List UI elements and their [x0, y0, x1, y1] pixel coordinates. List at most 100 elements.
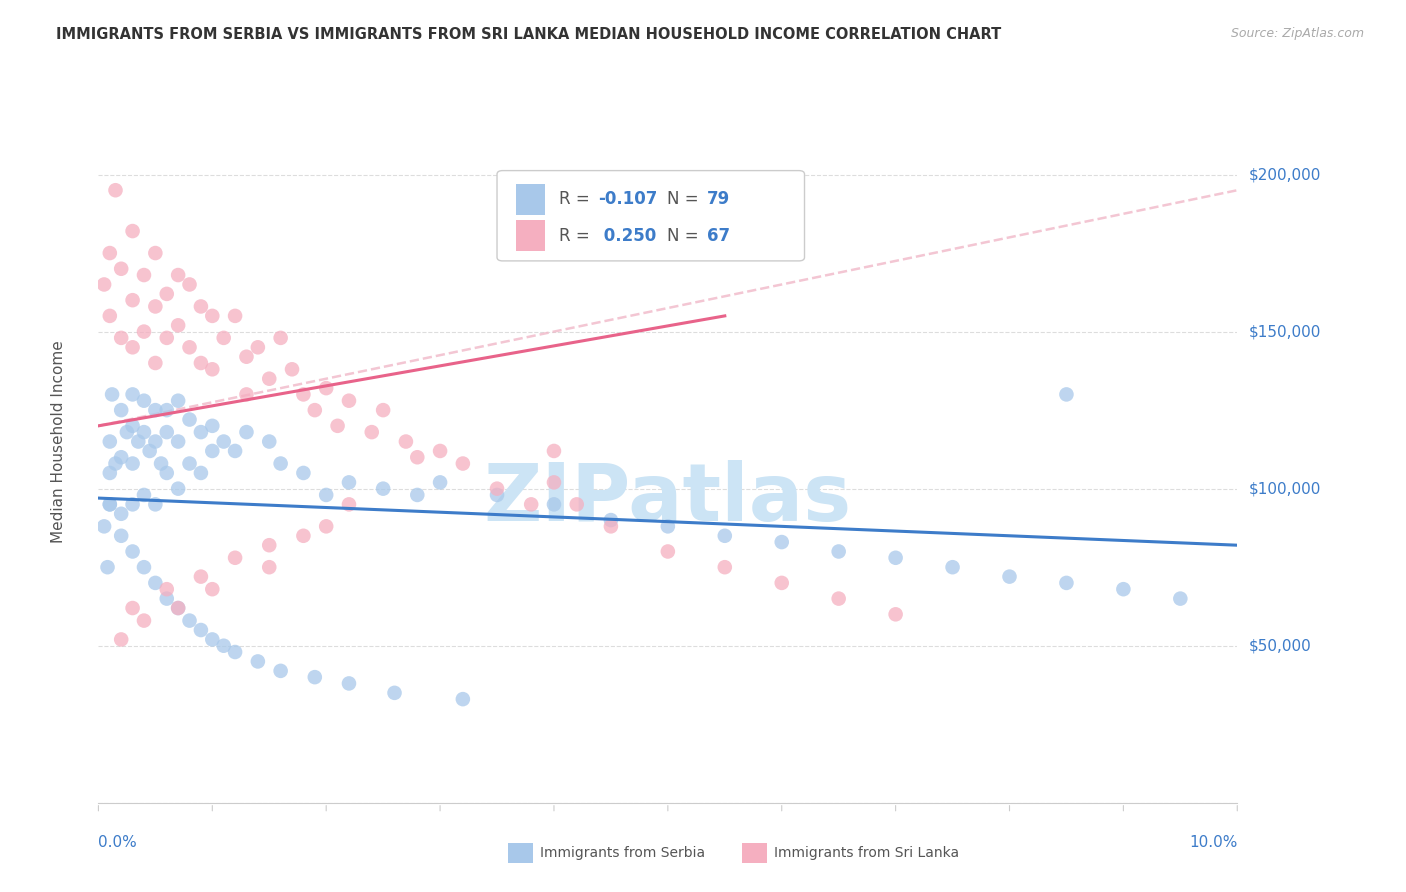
Point: [259, 538, 281, 552]
Point: [246, 655, 269, 669]
Point: [270, 331, 292, 345]
Point: [224, 645, 246, 659]
Point: [104, 183, 127, 197]
Point: [132, 425, 155, 439]
Point: [373, 482, 395, 496]
Point: [212, 434, 235, 449]
Point: [145, 246, 167, 260]
Text: Source: ZipAtlas.com: Source: ZipAtlas.com: [1230, 27, 1364, 40]
Point: [138, 444, 160, 458]
Text: -0.107: -0.107: [599, 191, 658, 209]
Point: [145, 356, 167, 370]
Point: [657, 544, 679, 558]
Bar: [742, 843, 766, 863]
Point: [259, 434, 281, 449]
Point: [201, 444, 224, 458]
Point: [1056, 575, 1078, 590]
Point: [770, 535, 793, 549]
Point: [167, 268, 190, 282]
Point: [98, 497, 121, 511]
Point: [543, 497, 565, 511]
Point: [101, 387, 124, 401]
Point: [828, 544, 851, 558]
Point: [145, 300, 167, 314]
Point: [132, 614, 155, 628]
Point: [543, 475, 565, 490]
Point: [167, 482, 190, 496]
Text: N =: N =: [666, 191, 703, 209]
Bar: [516, 185, 546, 215]
Point: [179, 457, 201, 471]
Point: [212, 639, 235, 653]
Point: [121, 601, 143, 615]
Point: [770, 575, 793, 590]
Point: [167, 393, 190, 408]
Text: Median Household Income: Median Household Income: [51, 340, 66, 543]
Point: [156, 466, 179, 480]
Point: [600, 519, 623, 533]
Point: [190, 425, 212, 439]
Point: [121, 340, 143, 354]
Point: [93, 519, 115, 533]
Point: [156, 591, 179, 606]
Point: [201, 582, 224, 597]
Point: [110, 507, 132, 521]
Text: Immigrants from Sri Lanka: Immigrants from Sri Lanka: [773, 846, 959, 860]
FancyBboxPatch shape: [498, 170, 804, 260]
Point: [156, 331, 179, 345]
Point: [884, 550, 907, 565]
Point: [179, 277, 201, 292]
Point: [156, 425, 179, 439]
Point: [167, 434, 190, 449]
Point: [127, 434, 149, 449]
Text: $100,000: $100,000: [1249, 481, 1320, 496]
Point: [150, 457, 173, 471]
Point: [406, 488, 429, 502]
Point: [714, 560, 737, 574]
Point: [145, 403, 167, 417]
Point: [121, 544, 143, 558]
Point: [600, 513, 623, 527]
Point: [110, 403, 132, 417]
Point: [337, 475, 360, 490]
Point: [259, 560, 281, 574]
Point: [292, 529, 315, 543]
Point: [121, 418, 143, 433]
Point: [942, 560, 965, 574]
Point: [246, 340, 269, 354]
Point: [132, 560, 155, 574]
Text: IMMIGRANTS FROM SERBIA VS IMMIGRANTS FROM SRI LANKA MEDIAN HOUSEHOLD INCOME CORR: IMMIGRANTS FROM SERBIA VS IMMIGRANTS FRO…: [56, 27, 1001, 42]
Text: 79: 79: [707, 191, 730, 209]
Point: [132, 268, 155, 282]
Point: [543, 444, 565, 458]
Point: [259, 372, 281, 386]
Point: [190, 466, 212, 480]
Text: R =: R =: [558, 227, 595, 244]
Point: [201, 418, 224, 433]
Point: [714, 529, 737, 543]
Point: [145, 575, 167, 590]
Point: [326, 418, 349, 433]
Text: $50,000: $50,000: [1249, 639, 1312, 653]
Point: [167, 601, 190, 615]
Text: $200,000: $200,000: [1249, 167, 1320, 182]
Point: [304, 670, 326, 684]
Point: [179, 340, 201, 354]
Point: [270, 664, 292, 678]
Text: 10.0%: 10.0%: [1189, 835, 1237, 850]
Point: [110, 529, 132, 543]
Text: 0.0%: 0.0%: [98, 835, 138, 850]
Point: [156, 286, 179, 301]
Point: [337, 497, 360, 511]
Point: [235, 387, 257, 401]
Point: [429, 475, 451, 490]
Point: [360, 425, 382, 439]
Text: 0.250: 0.250: [599, 227, 657, 244]
Point: [315, 488, 337, 502]
Point: [115, 425, 138, 439]
Point: [384, 686, 406, 700]
Point: [828, 591, 851, 606]
Point: [292, 466, 315, 480]
Point: [201, 362, 224, 376]
Point: [429, 444, 451, 458]
